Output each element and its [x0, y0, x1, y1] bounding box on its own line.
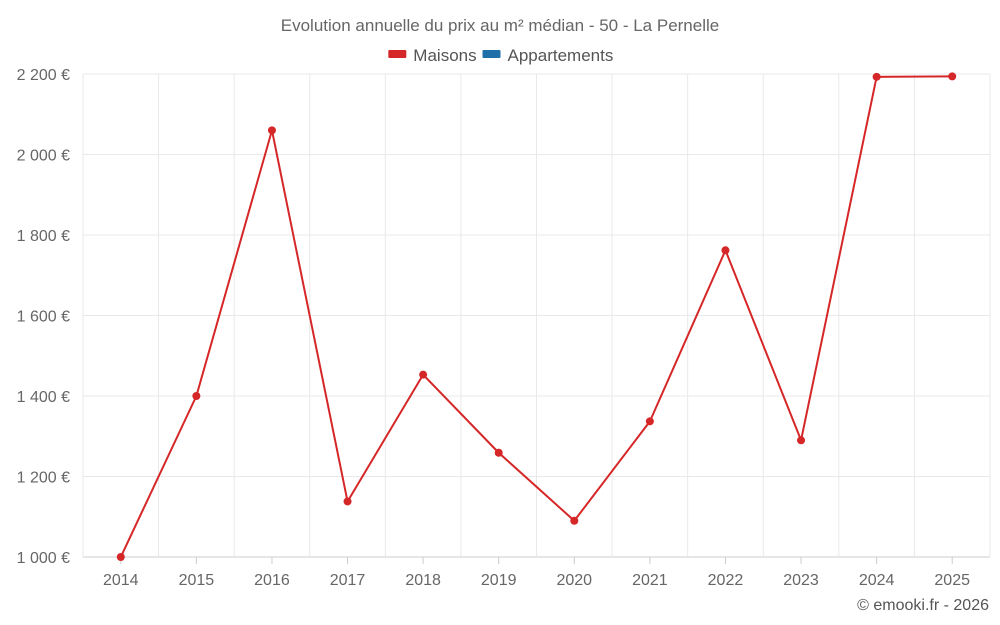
- data-point-2020[interactable]: [570, 516, 579, 525]
- y-tick-label: 2 000 €: [17, 148, 70, 165]
- x-tick-label: 2015: [179, 572, 215, 589]
- data-point-2024[interactable]: [872, 72, 881, 81]
- legend: Maisons Appartements: [388, 46, 613, 65]
- y-tick-label: 1 600 €: [17, 309, 70, 326]
- x-tick-label: 2024: [859, 572, 895, 589]
- x-tick-label: 2014: [103, 572, 139, 589]
- legend-item-maisons[interactable]: Maisons: [388, 46, 477, 65]
- x-tick-label: 2023: [783, 572, 819, 589]
- data-point-2017[interactable]: [343, 497, 352, 506]
- y-axis-ticks: 1 000 € 1 200 € 1 400 € 1 600 € 1 800 € 2 000…: [17, 67, 70, 567]
- legend-swatch: [482, 50, 501, 58]
- data-point-2016[interactable]: [267, 126, 276, 135]
- credit-text: © emooki.fr - 2026: [857, 597, 989, 614]
- x-tick-label: 2020: [556, 572, 592, 589]
- x-tick-label: 2017: [330, 572, 366, 589]
- series-layer: [116, 72, 957, 561]
- x-tick-label: 2019: [481, 572, 517, 589]
- y-tick-label: 1 800 €: [17, 228, 70, 245]
- y-tick-label: 1 000 €: [17, 550, 70, 567]
- x-tick-label: 2018: [405, 572, 441, 589]
- legend-label: Maisons: [413, 46, 476, 65]
- grid: [82, 73, 991, 564]
- y-tick-label: 2 200 €: [17, 67, 70, 84]
- chart-title: Evolution annuelle du prix au m² médian …: [281, 16, 719, 35]
- data-point-2025[interactable]: [948, 72, 957, 81]
- x-tick-label: 2021: [632, 572, 668, 589]
- y-tick-label: 1 400 €: [17, 389, 70, 406]
- data-point-2021[interactable]: [645, 417, 654, 426]
- legend-label: Appartements: [508, 46, 614, 65]
- data-point-2023[interactable]: [797, 436, 806, 445]
- x-tick-label: 2025: [934, 572, 970, 589]
- y-tick-label: 1 200 €: [17, 470, 70, 487]
- data-point-2019[interactable]: [494, 448, 503, 457]
- data-point-2018[interactable]: [419, 370, 428, 379]
- x-tick-label: 2022: [708, 572, 744, 589]
- legend-swatch: [388, 50, 407, 58]
- legend-item-appartements[interactable]: Appartements: [482, 46, 614, 65]
- series-line-maisons: [119, 75, 953, 558]
- data-point-2014[interactable]: [116, 553, 125, 561]
- x-axis-ticks: 2014 2015 2016 2017 2018 2019 2020 2021 2022 2023…: [103, 572, 970, 589]
- x-tick-label: 2016: [254, 572, 290, 589]
- data-point-2022[interactable]: [721, 246, 730, 255]
- data-point-2015[interactable]: [192, 392, 201, 400]
